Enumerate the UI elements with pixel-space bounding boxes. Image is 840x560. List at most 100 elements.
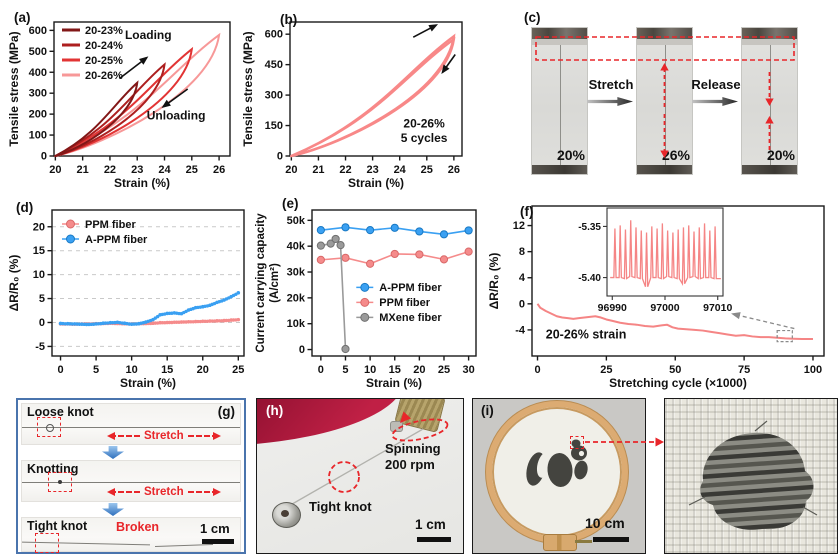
arrow-head-up [660,63,669,71]
zoom-link-arrow [585,437,664,447]
x-tick-label: 25 [421,164,433,176]
panel-a-chart: 20 21 22 23 24 25 26 0 100 200 300 400 500 600 Strain … [7,21,231,190]
x-axis-label: Strain (%) [120,376,176,390]
legend-label: A-PPM fiber [379,282,442,294]
strain-arrows-20 [765,72,774,150]
scale-bar [202,539,234,544]
bottom-clamp [637,165,692,174]
clamp-band [637,39,692,45]
panel-i-label: (i) [481,403,494,418]
panel-d-label: (d) [16,200,34,215]
knot-dot [58,480,62,484]
stitch-closeup-photo [664,398,838,554]
y-tick-label: 8 [519,246,525,258]
x-tick-label: 26 [213,164,225,176]
x-tick-label: 22 [104,164,116,176]
data-marker [415,227,424,236]
data-point [165,320,169,325]
stretch-label: Stretch [144,430,184,442]
arrow-head [428,24,439,32]
data-point [236,317,241,322]
broken-label: Broken [116,520,160,534]
y-tick-label: -4 [515,324,526,336]
alignment-dashed-box [535,36,795,61]
data-marker [316,226,325,235]
arrow-head-up [765,116,774,124]
x-tick-label: 0 [318,364,324,376]
panel-d: (d) 0 5 10 15 20 25 -5 0 5 10 15 20 Strain (%) ΔR/R₀ … [6,196,254,392]
top-clamp [637,28,692,39]
panel-g: Loose knot (g) Stretch Knotting Stretch [16,398,246,554]
legend-label: 20-25% [85,55,123,67]
loop-curve [290,33,456,158]
stretch-indicator: Stretch [107,430,221,442]
plot-frame [531,205,825,357]
y-tick-label: 150 [265,120,283,132]
y-tick-label: 200 [29,109,47,121]
panel-a-label: (a) [14,10,31,25]
data-point [155,314,160,319]
legend-label: 20-26% [85,70,123,82]
top-clamp [742,28,797,39]
data-marker [464,247,473,256]
plot-frame [53,21,231,157]
y-tick-label: -5 [35,341,45,353]
tight-knot-label: Tight knot [309,499,372,514]
y-axis-label: ΔR/R₀ (%) [7,255,21,312]
panel-a: (a) 20 21 22 23 24 25 26 0 100 200 300 400 500 600 Str… [6,4,240,192]
release-arrow-label: Release [691,77,741,92]
x-tick-label: 10 [126,364,138,376]
inset-x-tick-label: 96990 [598,302,627,314]
inset-spike-trace [610,220,721,288]
scale-text: 1 cm [415,517,446,532]
data-point [193,319,198,324]
stitch-closeup [688,420,818,530]
inset-x-tick-label: 97010 [703,302,732,314]
y-tick-label: 12 [513,220,525,232]
x-tick-label: 21 [312,164,324,176]
x-tick-label: 25 [232,364,244,376]
y-axis-label: Tensile stress (MPa) [241,31,255,146]
data-point [200,319,205,324]
panel-c-label: (c) [524,10,541,25]
panda-ear [571,439,581,448]
data-point [189,320,193,324]
x-tick-label: 0 [534,364,540,376]
tight-knot-photo: Tight knot Broken 1 cm [21,517,241,553]
arrow-head-down [765,98,774,106]
data-marker [464,226,473,235]
inset-y-tick-label: -5.35 [578,222,601,233]
data-point [172,320,177,325]
x-tick-label: 23 [131,164,143,176]
data-point [158,320,162,325]
panel-g-label: (g) [217,404,235,419]
y-tick-label: 500 [29,46,47,58]
x-tick-label: 50 [669,364,681,376]
data-marker [439,255,449,264]
x-tick-label: 24 [394,164,407,176]
y-axis-label: Tensile stress (MPa) [7,31,21,146]
embroidery-hoop-photo: (i) 10 cm [472,398,646,554]
legend-label: 20-24% [85,40,123,52]
arrow-head [139,56,149,65]
panda-eye [578,450,585,457]
loop-curve [54,32,221,157]
stray-threads [688,420,818,516]
weight-hole [281,510,289,517]
x-tick-label: 23 [366,164,378,176]
hoop-bolt [575,540,592,543]
spinning-label-2: 200 rpm [385,457,435,472]
y-axis-label-2: (A/cm²) [269,263,281,303]
arrow-line [732,313,795,330]
fiber-line [769,45,771,165]
stretch-label: Stretch [144,486,184,498]
strain-percent-label: 26% [661,147,690,163]
data-marker [341,253,350,262]
bottom-clamp [742,165,797,174]
legend-marker [360,297,370,307]
loop-curve [54,62,166,157]
x-tick-label: 25 [186,164,198,176]
data-point [174,320,179,324]
y-tick-label: 300 [29,88,47,100]
x-tick-label: 20 [413,364,425,376]
